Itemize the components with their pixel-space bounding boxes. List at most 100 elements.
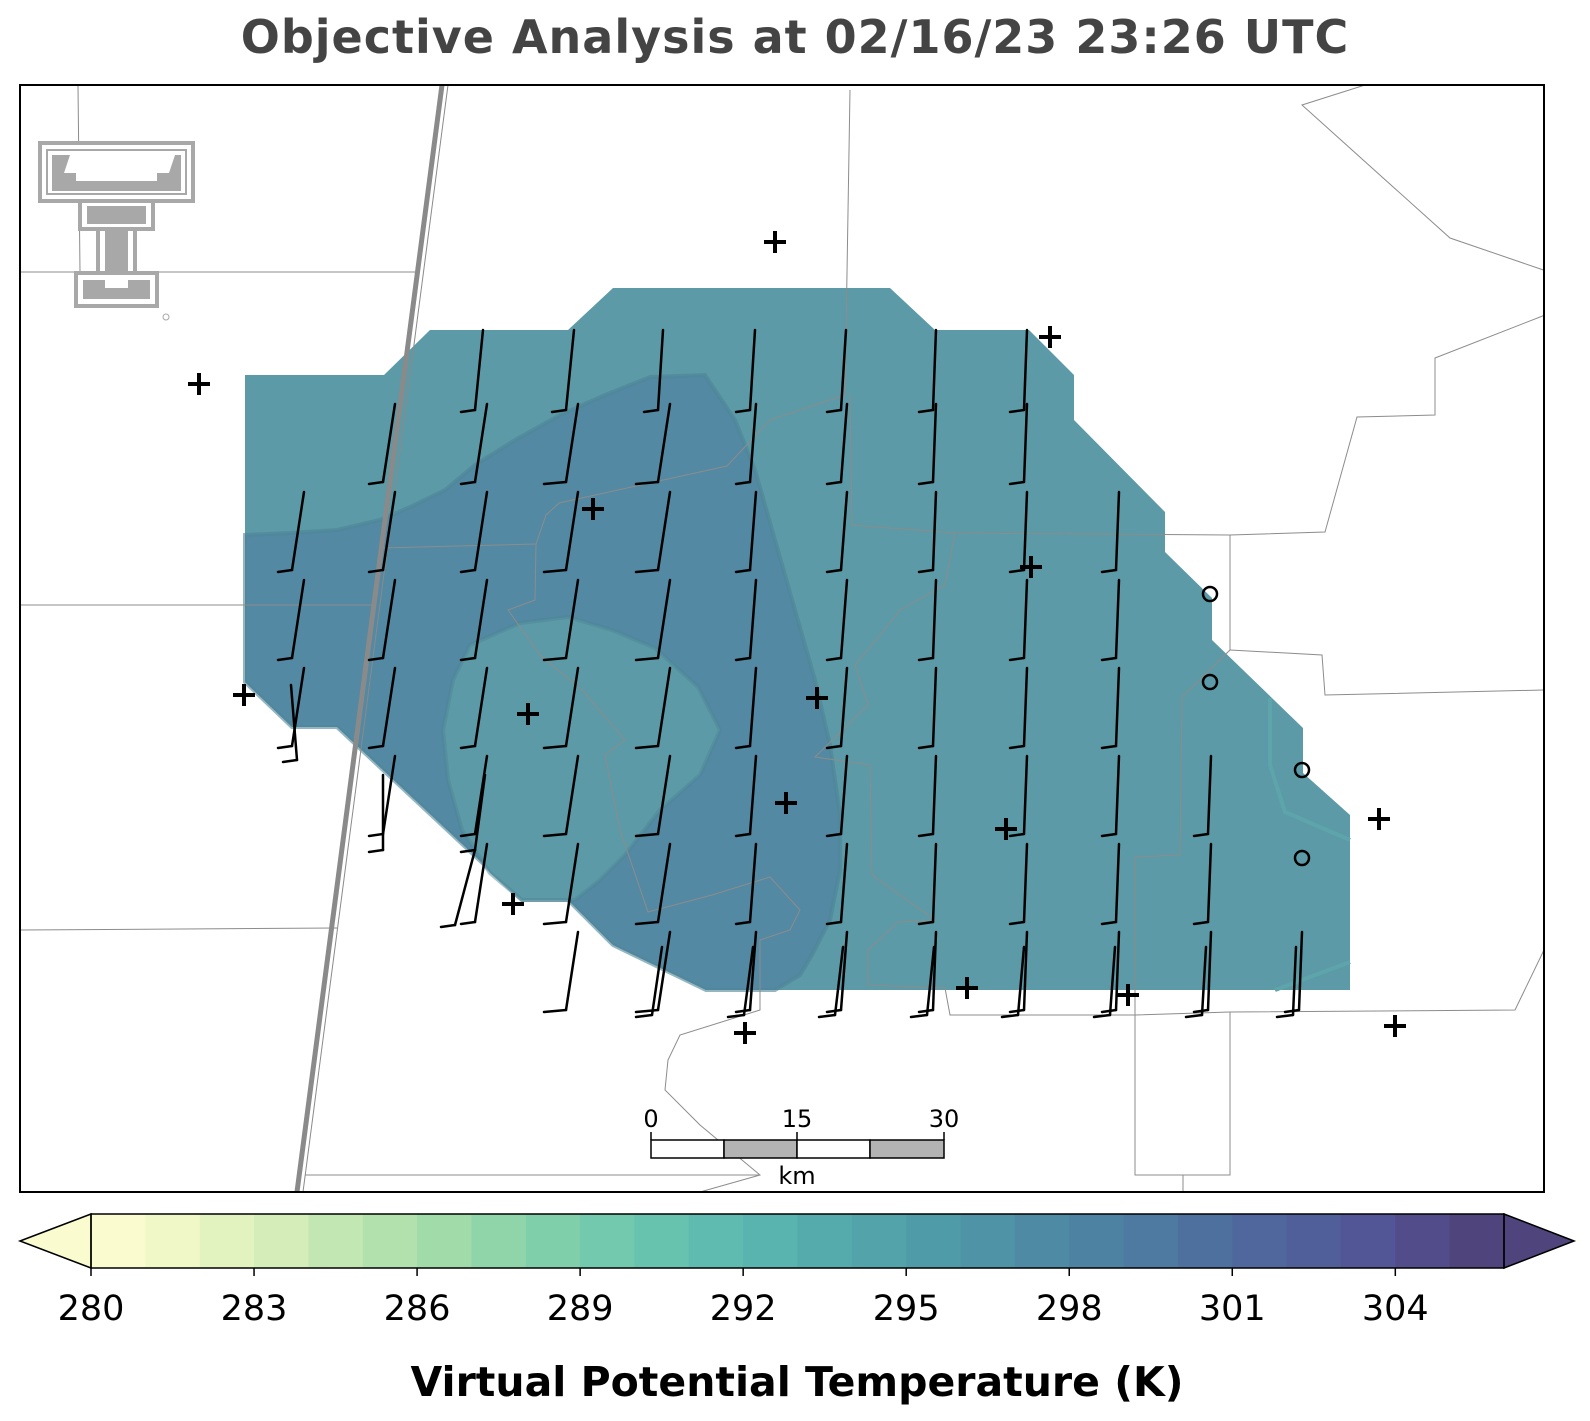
colorbar-tick-label: 283 (221, 1289, 288, 1329)
wind-barb-flag (734, 656, 752, 662)
wind-barb-flag (1192, 920, 1210, 926)
colorbar-cell (254, 1214, 309, 1268)
wind-barb-staff (289, 683, 299, 762)
wind-barb-flag (1100, 656, 1118, 662)
colorbar-cell (1069, 1214, 1125, 1268)
wind-barb-flag (542, 920, 568, 926)
station-plus-marker (1368, 808, 1390, 830)
wind-barb-staff (748, 402, 758, 484)
wind-barb-flag (917, 408, 935, 414)
wind-barb-flag (917, 744, 935, 750)
wind-barb-flag (550, 408, 568, 414)
wind-barb-flag (439, 923, 457, 929)
station-plus-marker (1117, 984, 1139, 1006)
wind-barb-staff (1200, 945, 1208, 1017)
state-line (294, 85, 449, 1192)
wind-barb-flag (1100, 832, 1118, 838)
wind-barb-staff (381, 754, 397, 836)
wind-barb-staff (748, 666, 758, 748)
colorbar-tick-label: 292 (710, 1289, 777, 1329)
wind-barb-flag (917, 920, 935, 926)
wind-barb-flag (917, 832, 935, 838)
scale-label-30: 30 (929, 1105, 960, 1133)
wind-barb-staff (1022, 490, 1029, 572)
wind-barb-staff (564, 328, 576, 412)
colorbar-cell (91, 1214, 146, 1268)
colorbar-cell (906, 1214, 962, 1268)
wind-barb-staff (748, 328, 757, 412)
figure-title: Objective Analysis at 02/16/23 23:26 UTC (240, 10, 1350, 64)
wind-barb-flag (459, 568, 477, 574)
station-circle-marker (1293, 849, 1311, 867)
station-plus-marker (502, 893, 524, 915)
wind-barb-staff (833, 945, 845, 1017)
wind-barb-flag (634, 920, 660, 926)
analysis-field-east-contour (1268, 698, 1351, 842)
station-plus-marker (956, 977, 978, 999)
wind-barb-staff (1114, 754, 1121, 836)
wind-barb-staff (656, 578, 672, 660)
wind-barb-staff (1206, 754, 1213, 836)
wind-barb-flag (459, 408, 477, 414)
wind-barb-flag (459, 832, 477, 838)
wind-barb-flag (917, 656, 935, 662)
wind-barb-staff (748, 930, 758, 1012)
wind-barb-flag (1092, 1013, 1112, 1019)
wind-barb-flag (459, 480, 477, 486)
wind-barb-flag (634, 480, 660, 486)
wind-barb-flag (634, 568, 660, 574)
colorbar-cell (1123, 1214, 1179, 1268)
wind-barb-flag (1008, 480, 1026, 486)
wind-barb-staff (1206, 930, 1213, 1012)
colorbar-cell (1449, 1214, 1505, 1268)
wind-barb-flag (726, 1013, 746, 1019)
wind-barb-staff (656, 930, 672, 1012)
wind-barb-staff (564, 754, 580, 836)
station-plus-marker (517, 703, 539, 725)
wind-barb-staff (1022, 930, 1029, 1012)
colorbar-high-extend (1503, 1212, 1577, 1270)
colorbar-tick-label: 298 (1036, 1289, 1103, 1329)
colorbar-cell (688, 1214, 744, 1268)
wind-barb-staff (290, 578, 306, 660)
wind-barb-flag (367, 848, 385, 854)
colorbar-cell (1395, 1214, 1451, 1268)
colorbar-cell (525, 1214, 581, 1268)
wind-barb-staff (453, 848, 477, 927)
scale-label-15: 15 (782, 1105, 813, 1133)
wind-barbs (276, 328, 1304, 1019)
wind-barb-staff (564, 666, 580, 748)
wind-barb-flag (1100, 1008, 1118, 1014)
colorbar-cell (199, 1214, 255, 1268)
wind-barb-flag (825, 920, 843, 926)
wind-barb-flag (276, 568, 294, 574)
colorbar-cell (362, 1214, 418, 1268)
wind-barb-flag (634, 656, 660, 662)
colorbar-tick-label: 295 (873, 1289, 940, 1329)
colorbar-low-extend (17, 1212, 92, 1270)
station-plus-marker (734, 1022, 756, 1044)
wind-barb-staff (564, 930, 580, 1012)
wind-barb-staff (656, 666, 672, 748)
wind-barb-staff (564, 490, 580, 572)
station-circle-marker (1201, 585, 1219, 603)
wind-barb-staff (473, 328, 485, 412)
wind-barb-staff (839, 842, 849, 924)
wind-barb-staff (564, 578, 580, 660)
wind-barb-staff (564, 842, 580, 924)
wind-barb-flag (1008, 744, 1026, 750)
wind-barb-flag (1008, 832, 1026, 838)
wind-barb-flag (459, 744, 477, 750)
wind-barb-staff (656, 490, 672, 572)
wind-barb-staff (1016, 945, 1026, 1017)
scale-unit: km (778, 1162, 815, 1190)
station-circle-marker (1293, 761, 1311, 779)
wind-barb-flag (734, 568, 752, 574)
colorbar-tick-label: 301 (1199, 1289, 1266, 1329)
wind-barb-flag (281, 758, 299, 764)
wind-barb-staff (748, 754, 758, 836)
wind-barb-flag (542, 744, 568, 750)
wind-barb-staff (473, 490, 489, 572)
wind-barb-flag (459, 656, 477, 662)
